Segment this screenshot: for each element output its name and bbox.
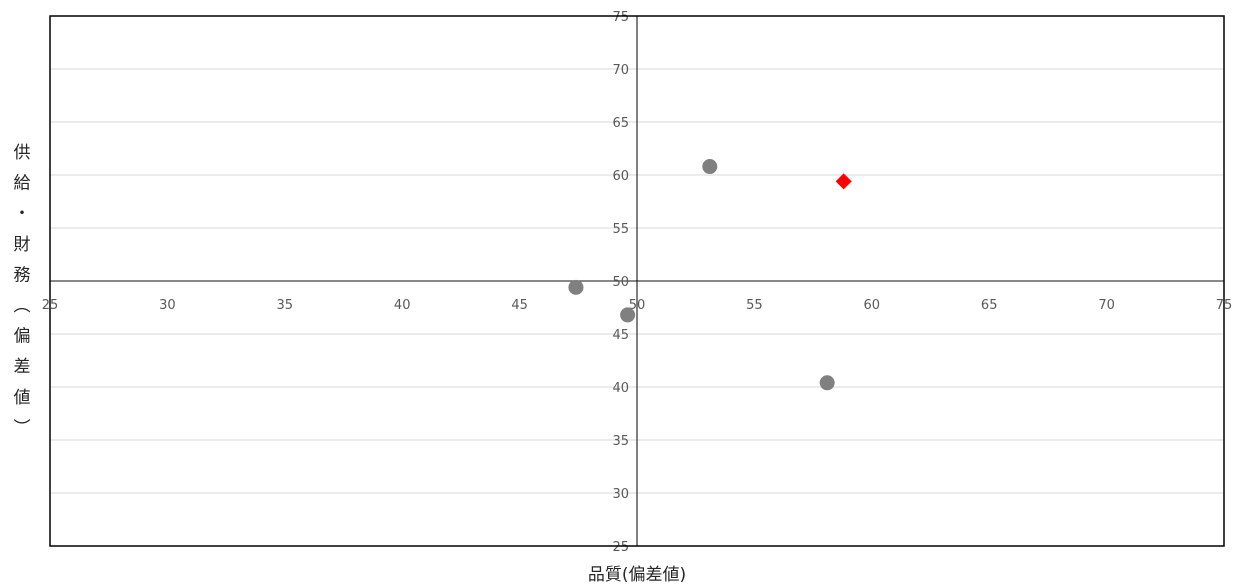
tick-labels: 25 30 35 40 45 50 55 60 65 70 75253035404550556065… [42,10,1233,555]
y-axis-title-char: 供 [14,143,31,163]
y-tick-label: 75 [612,10,629,25]
x-tick-label: 55 [746,298,763,313]
y-tick-label: 35 [612,434,629,449]
y-tick-label: 30 [612,487,629,502]
y-axis-title-char: ・ [14,204,31,224]
y-tick-label: 45 [612,328,629,343]
y-axis-title-char: 偏 [14,327,31,347]
y-axis-title-char: 差 [14,357,31,377]
plot-area-border [49,15,1225,547]
y-tick-label: 55 [612,222,629,237]
data-point [819,375,835,391]
x-tick-label: 70 [1098,298,1115,313]
y-axis-title-char: 給 [14,174,31,194]
y-tick-label: 40 [612,381,629,396]
x-tick-label: 65 [981,298,998,313]
y-tick-label: 70 [612,63,629,78]
data-points [568,159,852,391]
y-tick-label: 50 [612,275,629,290]
y-axis-title-char: 務 [14,265,31,285]
x-axis-title: 品質(偏差値) [588,565,686,584]
y-axis-title-char: ︵ [14,296,31,316]
x-tick-label: 50 [629,298,646,313]
x-tick-label: 40 [394,298,411,313]
data-point [620,307,636,323]
x-tick-label: 45 [511,298,528,313]
data-point-diamond [835,173,852,190]
x-tick-label: 35 [277,298,294,313]
axes [50,16,1224,546]
x-tick-label: 30 [159,298,176,313]
y-tick-label: 25 [612,540,629,555]
y-axis-title: 供給・財務 ︵ 偏差値 ︶ [14,143,31,438]
y-axis-title-char: 財 [14,235,31,255]
x-tick-label: 60 [864,298,881,313]
y-axis-title-char: ︶ [14,418,31,438]
data-point [568,279,584,295]
y-tick-label: 60 [612,169,629,184]
data-point [702,159,718,175]
y-tick-label: 65 [612,116,629,131]
y-axis-title-char: 値 [14,388,31,408]
